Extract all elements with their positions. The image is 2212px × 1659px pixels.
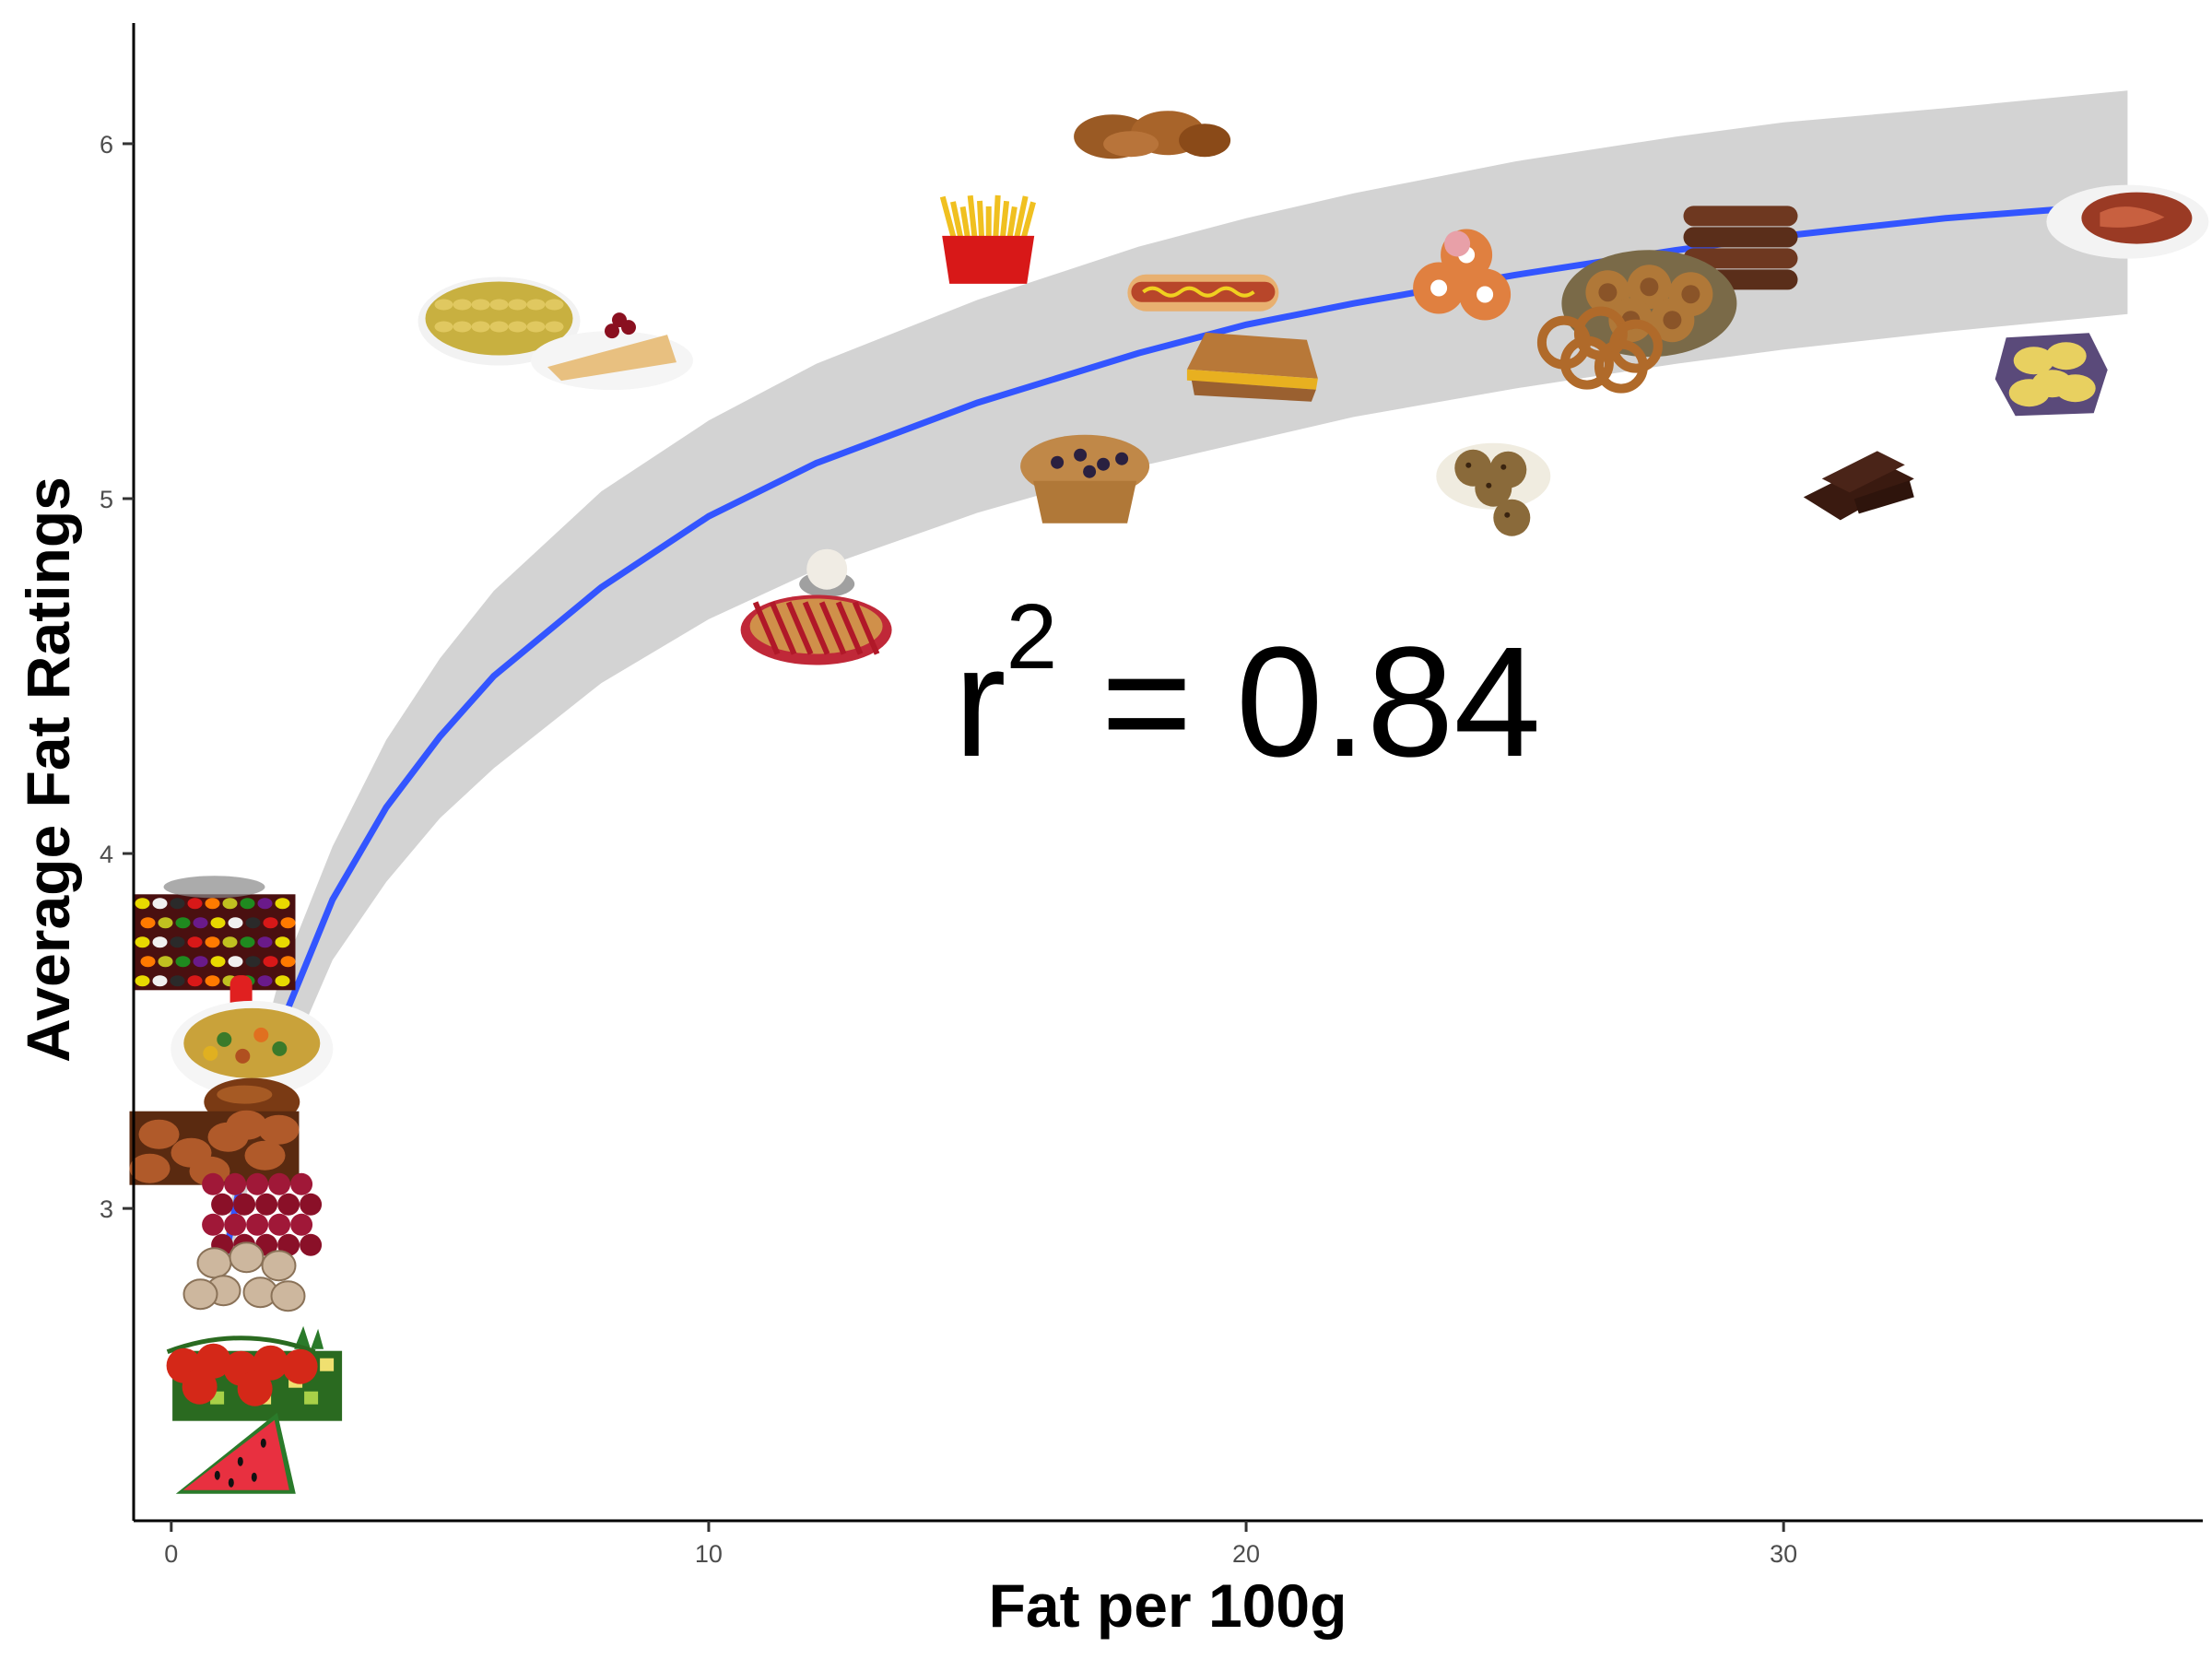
cookies-icon	[1436, 442, 1551, 536]
cherry-pie-icon	[740, 594, 892, 665]
ice-cream-icon	[799, 548, 855, 597]
blueberry-muffin-icon	[1020, 434, 1150, 524]
fried-chicken-icon	[1074, 111, 1231, 159]
tick-layer: 0 10 20 30 3 4 5 6	[100, 131, 1797, 1568]
axes	[132, 23, 2203, 1523]
annotation-superscript: 2	[1006, 585, 1058, 688]
watermelon-icon	[175, 1412, 296, 1494]
confidence-band-layer	[225, 90, 2128, 1280]
hot-dog-icon	[1127, 274, 1279, 312]
mac-and-cheese-icon	[418, 276, 581, 366]
y-tick-label: 3	[100, 1195, 113, 1223]
food-points-layer	[129, 111, 2209, 1494]
confidence-band	[225, 90, 2128, 1280]
x-tick-label: 10	[695, 1540, 723, 1568]
fit-line-layer	[221, 200, 2131, 1262]
annotation-value: = 0.84	[1057, 615, 1541, 790]
bacon-icon	[2046, 184, 2209, 259]
annotation-r2: r2 = 0.84	[954, 585, 1541, 790]
x-tick-label: 20	[1232, 1540, 1260, 1568]
soup-icon	[171, 1000, 334, 1097]
crepes-icon	[531, 312, 693, 391]
french-fries-icon	[939, 194, 1036, 284]
jelly-beans-icon	[133, 876, 296, 991]
x-axis-title: Fat per 100g	[989, 1571, 1347, 1640]
cinnamon-rolls-icon	[1561, 250, 1737, 358]
onion-rings-icon	[1536, 306, 1663, 394]
potato-chips-icon	[1994, 333, 2108, 417]
annotation-base: r	[954, 615, 1006, 790]
chocolate-icon	[1803, 451, 1914, 521]
donuts-icon	[1413, 229, 1512, 321]
y-tick-label: 5	[100, 486, 113, 513]
potatoes-icon	[129, 1110, 300, 1186]
mushrooms-icon	[182, 1241, 306, 1312]
tomatoes-icon	[166, 1335, 318, 1406]
x-tick-label: 30	[1770, 1540, 1797, 1568]
raspberries-icon	[202, 1172, 323, 1256]
y-tick-label: 4	[100, 841, 113, 868]
y-tick-label: 6	[100, 131, 113, 159]
fit-line	[221, 200, 2131, 1262]
grilled-cheese-icon	[1186, 332, 1318, 402]
x-tick-label: 0	[164, 1540, 178, 1568]
y-axis-title: Average Fat Ratings	[14, 477, 82, 1063]
